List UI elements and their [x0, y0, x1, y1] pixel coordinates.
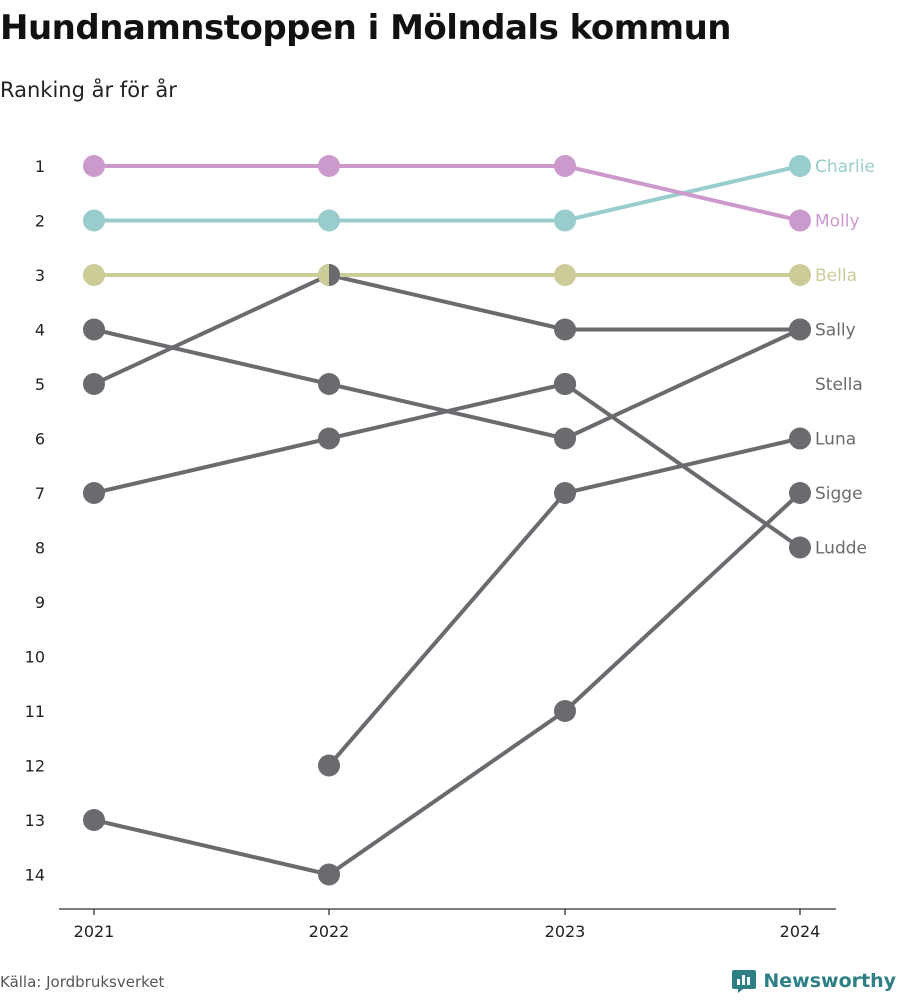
page-title: Hundnamnstoppen i Mölndals kommun: [0, 8, 732, 48]
source-note: Källa: Jordbruksverket: [0, 973, 165, 991]
series-line-charlie: [92, 164, 802, 223]
x-tick-label: 2021: [74, 922, 115, 941]
series-line-sally: [92, 273, 802, 386]
y-tick-label: 13: [25, 811, 45, 830]
y-tick-label: 1: [35, 157, 45, 176]
y-tick-label: 12: [25, 757, 45, 776]
y-tick-label: 2: [35, 212, 45, 231]
data-point-charlie: [554, 209, 576, 232]
x-tick-label: 2024: [780, 922, 821, 941]
data-point-luna: [554, 482, 576, 504]
data-point-bella: [789, 264, 811, 286]
split-point-left: [318, 264, 329, 286]
data-point-sigge: [83, 809, 105, 831]
y-tick-label: 7: [35, 484, 45, 503]
series-end-labels: Charlie Molly Bella Sally Stella Luna Sigge Lud…: [815, 157, 875, 559]
y-tick-label: 9: [35, 593, 45, 612]
y-tick-label: 11: [25, 702, 45, 721]
data-point-ludde: [318, 373, 340, 395]
y-tick-label: 8: [35, 539, 45, 558]
x-tick-label: 2023: [545, 922, 586, 941]
data-point-sally: [554, 318, 576, 341]
page-subtitle: Ranking år för år: [0, 78, 177, 102]
data-point-sigge: [554, 700, 576, 722]
series-label-molly: Molly: [815, 212, 860, 232]
series-line-ludde: [92, 327, 802, 441]
data-point-molly: [83, 155, 105, 177]
series-lines: [92, 164, 802, 877]
series-line-sigge: [92, 491, 802, 877]
data-point-molly: [789, 209, 811, 232]
data-point-charlie: [318, 209, 340, 232]
data-point-luna: [318, 754, 340, 777]
series-label-bella: Bella: [815, 266, 857, 286]
series-label-stella: Stella: [815, 375, 863, 395]
data-point-bella: [83, 264, 105, 286]
series-label-sally: Sally: [815, 321, 856, 341]
data-point-sigge: [789, 482, 811, 504]
y-tick-label: 14: [25, 866, 45, 885]
brand-logo: Newsworthy: [731, 968, 896, 994]
data-point-sally: [83, 373, 105, 395]
y-tick-label: 3: [35, 266, 45, 285]
data-point-luna: [554, 373, 576, 395]
data-point-luna: [789, 427, 811, 450]
data-point-bella: [554, 264, 576, 286]
data-point-charlie: [83, 209, 105, 232]
y-tick-label: 10: [25, 648, 45, 667]
data-point-sigge: [318, 863, 340, 886]
series-points: [83, 155, 811, 886]
data-point-luna: [83, 482, 105, 504]
bar-chart-speech-bubble-icon: [732, 970, 757, 993]
series-label-ludde: Ludde: [815, 539, 867, 559]
data-point-ludde: [554, 427, 576, 450]
y-tick-label: 6: [35, 430, 45, 449]
y-tick-label: 4: [35, 321, 45, 340]
series-label-charlie: Charlie: [815, 157, 875, 177]
data-point-molly: [318, 155, 340, 177]
split-point-right: [329, 264, 340, 286]
brand-name: Newsworthy: [763, 970, 896, 992]
data-point-sally: [789, 318, 811, 341]
x-tick-label: 2022: [309, 922, 350, 941]
x-axis: 2021 2022 2023 2024: [59, 908, 836, 941]
series-label-luna: Luna: [815, 430, 856, 450]
data-point-ludde: [83, 318, 105, 341]
series-label-sigge: Sigge: [815, 484, 863, 504]
data-point-luna: [318, 427, 340, 450]
data-point-ludde: [789, 536, 811, 559]
data-point-charlie: [789, 155, 811, 177]
y-tick-label: 5: [35, 375, 45, 394]
data-point-molly: [554, 155, 576, 177]
series-line-molly: [92, 164, 802, 223]
